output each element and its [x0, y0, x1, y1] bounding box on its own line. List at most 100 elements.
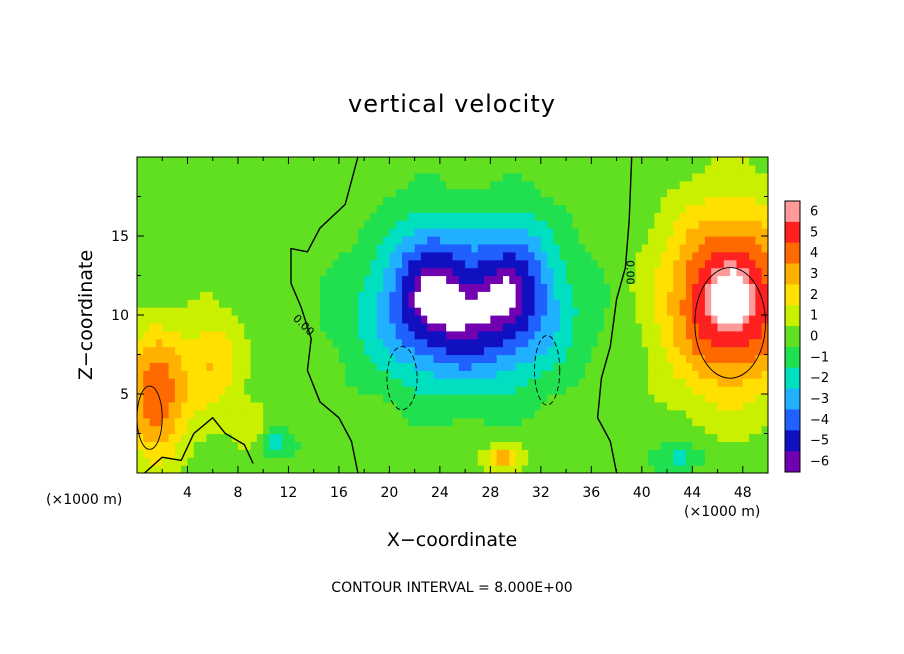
- heatmap-cell: [540, 188, 548, 198]
- colorbar-swatch: [785, 305, 800, 327]
- heatmap-cell: [673, 196, 681, 205]
- heatmap-cell: [477, 196, 485, 205]
- heatmap-cell: [319, 157, 327, 166]
- heatmap-cell: [168, 212, 176, 221]
- heatmap-cell: [660, 172, 668, 182]
- heatmap-cell: [155, 236, 163, 245]
- heatmap-cell: [477, 330, 485, 340]
- heatmap-cell: [490, 188, 498, 198]
- heatmap-cell: [559, 315, 567, 324]
- heatmap-cell: [610, 386, 618, 395]
- heatmap-cell: [654, 283, 662, 292]
- heatmap-cell: [749, 315, 756, 324]
- heatmap-cell: [149, 212, 157, 221]
- heatmap-cell: [313, 449, 321, 458]
- heatmap-cell: [414, 243, 422, 253]
- heatmap-cell: [685, 259, 693, 269]
- heatmap-cell: [168, 243, 176, 253]
- heatmap-cell: [490, 362, 498, 371]
- heatmap-cell: [673, 370, 681, 379]
- heatmap-cell: [736, 338, 744, 348]
- heatmap-cell: [206, 307, 214, 316]
- heatmap-cell: [212, 212, 220, 221]
- heatmap-cell: [452, 409, 460, 419]
- heatmap-cell: [439, 157, 447, 166]
- heatmap-cell: [433, 157, 441, 166]
- heatmap-cell: [717, 425, 725, 435]
- heatmap-cell: [269, 283, 277, 292]
- heatmap-cell: [244, 157, 252, 166]
- heatmap-cell: [761, 370, 768, 379]
- heatmap-cell: [338, 236, 346, 245]
- heatmap-cell: [616, 386, 624, 395]
- heatmap-cell: [465, 354, 473, 363]
- heatmap-cell: [313, 283, 321, 292]
- heatmap-cell: [420, 164, 428, 174]
- heatmap-cell: [749, 338, 756, 348]
- heatmap-cell: [364, 188, 372, 198]
- heatmap-cell: [622, 315, 630, 324]
- heatmap-cell: [761, 417, 768, 427]
- heatmap-cell: [402, 378, 409, 387]
- heatmap-cell: [370, 457, 378, 466]
- heatmap-cell: [704, 220, 712, 229]
- heatmap-cell: [288, 394, 296, 403]
- heatmap-cell: [162, 251, 170, 261]
- heatmap-cell: [294, 220, 302, 229]
- heatmap-cell: [477, 172, 485, 182]
- heatmap-cell: [629, 315, 637, 324]
- heatmap-cell: [225, 401, 233, 411]
- heatmap-cell: [256, 401, 264, 411]
- heatmap-cell: [540, 465, 548, 473]
- heatmap-cell: [673, 409, 681, 419]
- heatmap-cell: [231, 394, 239, 403]
- heatmap-cell: [364, 433, 372, 442]
- heatmap-cell: [200, 322, 208, 332]
- heatmap-cell: [402, 315, 409, 324]
- heatmap-cell: [585, 307, 592, 316]
- heatmap-cell: [225, 157, 233, 166]
- heatmap-cell: [389, 251, 397, 261]
- heatmap-cell: [357, 315, 365, 324]
- heatmap-cell: [490, 346, 498, 356]
- heatmap-cell: [313, 354, 321, 363]
- heatmap-cell: [484, 330, 491, 340]
- heatmap-cell: [484, 243, 491, 253]
- heatmap-cell: [496, 433, 504, 442]
- heatmap-cell: [446, 457, 454, 466]
- heatmap-cell: [383, 346, 390, 356]
- heatmap-cell: [181, 236, 189, 245]
- heatmap-cell: [635, 196, 643, 205]
- heatmap-cell: [376, 330, 384, 340]
- heatmap-cell: [137, 362, 144, 371]
- heatmap-cell: [572, 291, 580, 300]
- heatmap-cell: [319, 386, 327, 395]
- heatmap-cell: [660, 267, 668, 277]
- colorbar-tick-label: 3: [810, 267, 818, 282]
- heatmap-cell: [332, 283, 340, 292]
- heatmap-cell: [338, 433, 346, 442]
- heatmap-cell: [502, 196, 510, 205]
- heatmap-cell: [717, 322, 725, 332]
- heatmap-cell: [736, 401, 744, 411]
- heatmap-cell: [603, 315, 611, 324]
- heatmap-cell: [313, 465, 321, 473]
- heatmap-cell: [383, 433, 390, 442]
- heatmap-cell: [711, 299, 719, 308]
- heatmap-cell: [660, 196, 668, 205]
- heatmap-cell: [641, 251, 649, 261]
- heatmap-cell: [231, 283, 239, 292]
- heatmap-cell: [515, 441, 523, 450]
- heatmap-cell: [667, 409, 674, 419]
- heatmap-cell: [685, 330, 693, 340]
- heatmap-cell: [711, 180, 719, 190]
- heatmap-cell: [465, 164, 473, 174]
- heatmap-cell: [263, 441, 271, 450]
- heatmap-cell: [585, 204, 592, 213]
- heatmap-cell: [679, 386, 687, 395]
- heatmap-cell: [137, 338, 144, 348]
- heatmap-cell: [402, 275, 409, 284]
- heatmap-cell: [181, 228, 189, 237]
- heatmap-cell: [439, 362, 447, 371]
- heatmap-cell: [256, 394, 264, 403]
